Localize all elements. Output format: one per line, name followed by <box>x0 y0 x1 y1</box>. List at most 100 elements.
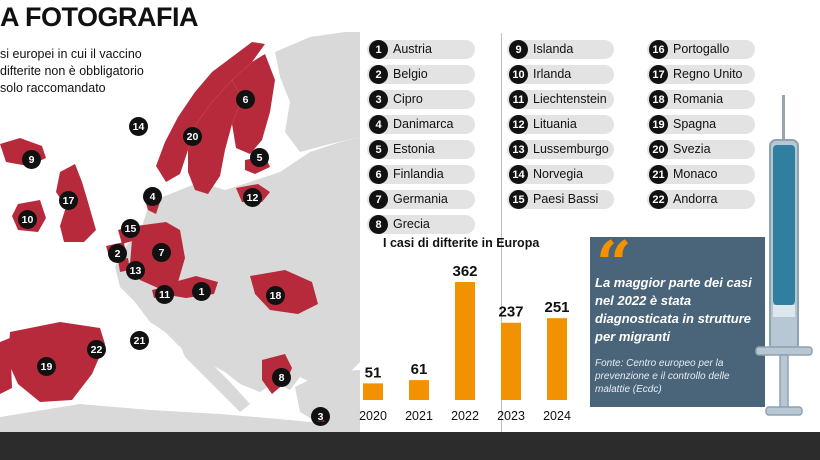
country-item: 2 Belgio <box>367 65 475 84</box>
country-name: Romania <box>673 92 724 106</box>
country-name: Grecia <box>393 217 430 231</box>
bar-value-label: 51 <box>365 364 382 381</box>
country-number: 10 <box>509 65 528 84</box>
country-name: Svezia <box>673 142 711 156</box>
quote-text: La maggior parte dei casi nel 2022 è sta… <box>595 275 752 344</box>
country-item: 10 Irlanda <box>507 65 614 84</box>
bar <box>409 380 429 400</box>
country-number: 8 <box>369 215 388 234</box>
map-marker: 4 <box>143 187 162 206</box>
country-number: 5 <box>369 140 388 159</box>
country-number: 9 <box>509 40 528 59</box>
country-name: Irlanda <box>533 67 572 81</box>
country-item: 19 Spagna <box>647 115 755 134</box>
map-marker: 21 <box>130 331 149 350</box>
x-tick-label: 2023 <box>497 409 525 423</box>
bar-value-label: 251 <box>544 299 569 316</box>
country-list-col-1: 1 Austria 2 Belgio 3 Cipro 4 Danimarca 5 Estonia 6… <box>367 40 475 240</box>
country-name: Austria <box>393 42 432 56</box>
map-marker: 11 <box>155 285 174 304</box>
x-tick-label: 2022 <box>451 409 479 423</box>
region-spain <box>8 322 105 402</box>
map-marker: 17 <box>59 191 78 210</box>
europe-map <box>0 32 360 432</box>
country-item: 12 Lituania <box>507 115 614 134</box>
country-name: Liechtenstein <box>533 92 607 106</box>
country-item: 3 Cipro <box>367 90 475 109</box>
map-marker: 13 <box>126 261 145 280</box>
chart-title: I casi di difterite in Europa <box>383 236 540 250</box>
bar-chart: 51 2020 61 2021 362 2022 237 2023 251 2024 <box>359 263 571 423</box>
country-name: Islanda <box>533 42 574 56</box>
map-marker: 14 <box>129 117 148 136</box>
bar-value-label: 362 <box>452 263 477 280</box>
syringe-icon <box>755 95 813 416</box>
country-name: Regno Unito <box>673 67 743 81</box>
country-number: 16 <box>649 40 668 59</box>
map-marker: 22 <box>87 340 106 359</box>
country-number: 15 <box>509 190 528 209</box>
bar <box>501 322 521 400</box>
country-number: 4 <box>369 115 388 134</box>
country-number: 11 <box>509 90 528 109</box>
map-marker: 20 <box>183 127 202 146</box>
map-marker: 6 <box>236 90 255 109</box>
map-marker: 18 <box>266 286 285 305</box>
region-portugal <box>0 338 12 394</box>
quote-box: “ La maggior parte dei casi nel 2022 è s… <box>590 227 765 407</box>
map-marker: 2 <box>108 244 127 263</box>
country-item: 7 Germania <box>367 190 475 209</box>
divider <box>501 33 502 433</box>
footer-bar <box>0 432 820 460</box>
country-name: Portogallo <box>673 42 730 56</box>
country-item: 5 Estonia <box>367 140 475 159</box>
map-marker: 7 <box>152 243 171 262</box>
map-marker: 5 <box>250 148 269 167</box>
country-item: 22 Andorra <box>647 190 755 209</box>
country-number: 1 <box>369 40 388 59</box>
country-name: Monaco <box>673 167 718 181</box>
land-north-russia <box>275 32 360 152</box>
country-item: 21 Monaco <box>647 165 755 184</box>
country-number: 21 <box>649 165 668 184</box>
country-number: 14 <box>509 165 528 184</box>
map-marker: 12 <box>243 188 262 207</box>
country-item: 14 Norvegia <box>507 165 614 184</box>
country-item: 11 Liechtenstein <box>507 90 614 109</box>
country-name: Danimarca <box>393 117 454 131</box>
quote-mark-icon: “ <box>596 227 632 300</box>
quote-source: Fonte: Centro europeo per la prevenzione… <box>595 358 730 395</box>
country-item: 20 Svezia <box>647 140 755 159</box>
country-number: 19 <box>649 115 668 134</box>
country-list-col-3: 16 Portogallo 17 Regno Unito 18 Romania 19 Spag… <box>647 40 755 215</box>
land-continental <box>115 137 360 392</box>
country-item: 6 Finlandia <box>367 165 475 184</box>
country-item: 1 Austria <box>367 40 475 59</box>
country-name: Andorra <box>673 192 718 206</box>
bar <box>363 383 383 400</box>
country-name: Estonia <box>393 142 435 156</box>
map-marker: 8 <box>272 368 291 387</box>
country-name: Norvegia <box>533 167 584 181</box>
map-marker: 10 <box>18 210 37 229</box>
x-tick-label: 2020 <box>359 409 387 423</box>
country-list-col-2: 9 Islanda 10 Irlanda 11 Liechtenstein 12 Lituan… <box>507 40 614 215</box>
region-norway <box>156 42 265 182</box>
map-marker: 1 <box>192 282 211 301</box>
region-sweden <box>188 80 242 194</box>
map-marker: 9 <box>22 150 41 169</box>
legend-line: solo raccomandato <box>0 81 106 95</box>
country-name: Lituania <box>533 117 577 131</box>
country-number: 7 <box>369 190 388 209</box>
country-name: Germania <box>393 192 448 206</box>
map-legend: si europei in cui il vaccino difterite n… <box>0 46 175 97</box>
country-item: 8 Grecia <box>367 215 475 234</box>
country-name: Belgio <box>393 67 428 81</box>
map-marker: 3 <box>311 407 330 426</box>
bar <box>547 318 567 400</box>
country-name: Cipro <box>393 92 423 106</box>
page-title: A FOTOGRAFIA <box>0 2 199 32</box>
country-item: 17 Regno Unito <box>647 65 755 84</box>
bar-value-label: 61 <box>411 361 428 378</box>
country-number: 17 <box>649 65 668 84</box>
